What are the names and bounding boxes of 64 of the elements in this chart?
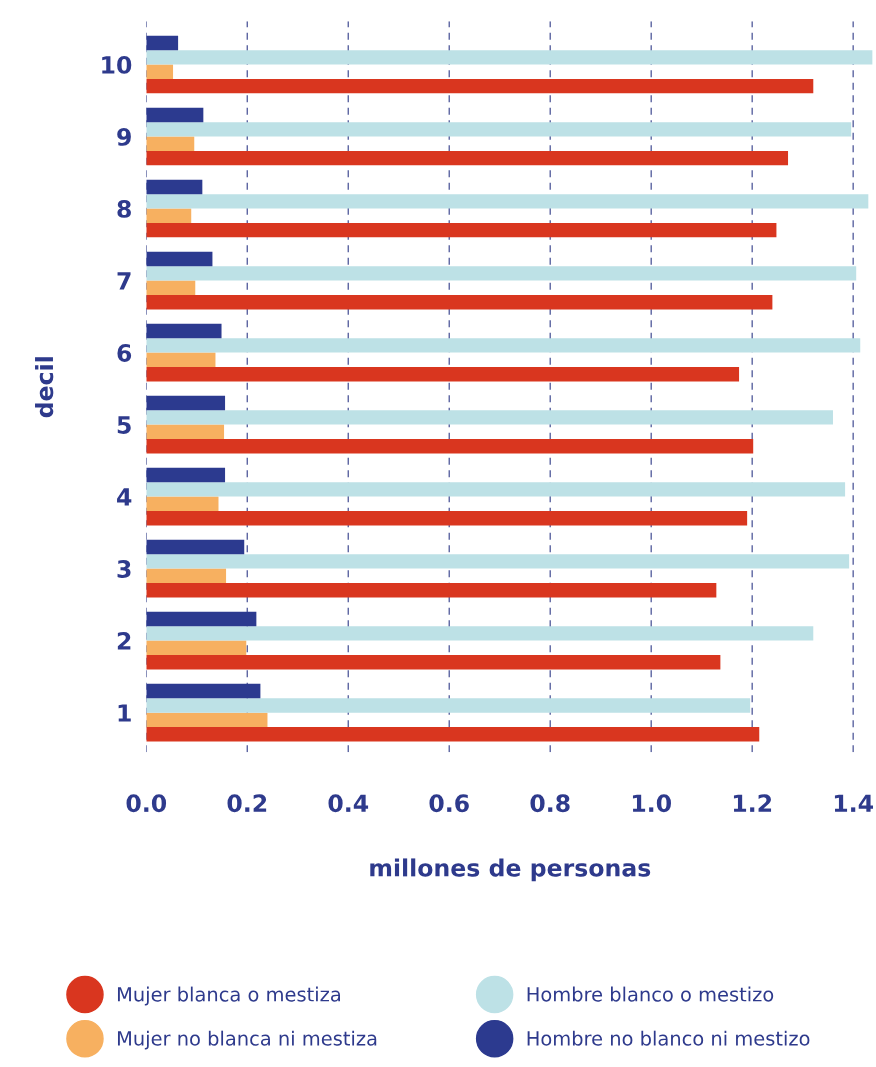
y-tick-label: 8: [117, 200, 131, 218]
bar: [146, 611, 257, 627]
x-tick-label: 0.4: [328, 794, 369, 813]
bar: [146, 410, 833, 425]
bar: [146, 568, 227, 584]
bar: [146, 294, 773, 310]
x-tick-label: 1.0: [632, 794, 671, 813]
y-tick-label: 4: [117, 488, 132, 506]
bar: [146, 395, 226, 411]
bar: [146, 539, 245, 555]
bar: [146, 698, 751, 713]
bar: [146, 64, 174, 79]
y-tick-label: 1: [118, 704, 131, 722]
legend-label: Mujer no blanca ni mestiza: [117, 1030, 377, 1050]
bar: [146, 626, 814, 641]
bar: [146, 122, 852, 137]
bar: [146, 482, 846, 497]
bar: [146, 366, 740, 382]
x-tick-label: 0.6: [429, 794, 469, 813]
bar: [146, 683, 261, 699]
x-tick-label: 0.8: [530, 794, 570, 813]
x-tick-label: 1.2: [733, 794, 772, 812]
y-tick-label: 9: [117, 128, 131, 146]
bar: [146, 511, 748, 526]
y-tick-label: 7: [117, 272, 131, 290]
bar: [146, 194, 869, 209]
bar: [146, 655, 721, 670]
bar: [146, 179, 203, 195]
bar: [146, 424, 225, 439]
legend-label: Hombre no blanco ni mestizo: [527, 1030, 810, 1046]
bar: [146, 554, 850, 569]
bar: [146, 352, 216, 367]
legend-label: Mujer blanca o mestiza: [117, 986, 340, 1006]
y-tick-label: 10: [102, 55, 132, 74]
y-tick-label: 5: [117, 416, 131, 434]
bar: [146, 640, 247, 656]
bar: [146, 78, 814, 94]
bar: [146, 251, 213, 267]
bar: [146, 107, 204, 123]
x-tick-label: 0.0: [126, 794, 167, 813]
y-tick-label: 3: [117, 560, 131, 578]
bar: [146, 727, 760, 742]
bar: [146, 712, 268, 728]
x-tick-label: 1.4: [834, 794, 873, 812]
bar: [146, 583, 717, 598]
bar: [146, 50, 873, 65]
y-tick-label: 6: [117, 344, 132, 362]
x-axis-title: millones de personas: [370, 858, 651, 882]
bar: [146, 150, 789, 166]
bar: [146, 208, 192, 223]
bar: [146, 496, 219, 511]
bar: [146, 35, 179, 51]
bar: [146, 136, 195, 151]
bar: [146, 222, 777, 238]
bar: [146, 467, 226, 483]
x-tick-label: 0.2: [227, 794, 267, 813]
y-axis-title: decil: [35, 357, 54, 418]
y-tick-label: 2: [117, 632, 131, 650]
bar: [146, 266, 857, 281]
bar: [146, 280, 196, 295]
bar: [146, 438, 754, 454]
bar: [146, 338, 861, 353]
bar: [146, 323, 222, 339]
legend-label: Hombre blanco o mestizo: [527, 986, 774, 1002]
